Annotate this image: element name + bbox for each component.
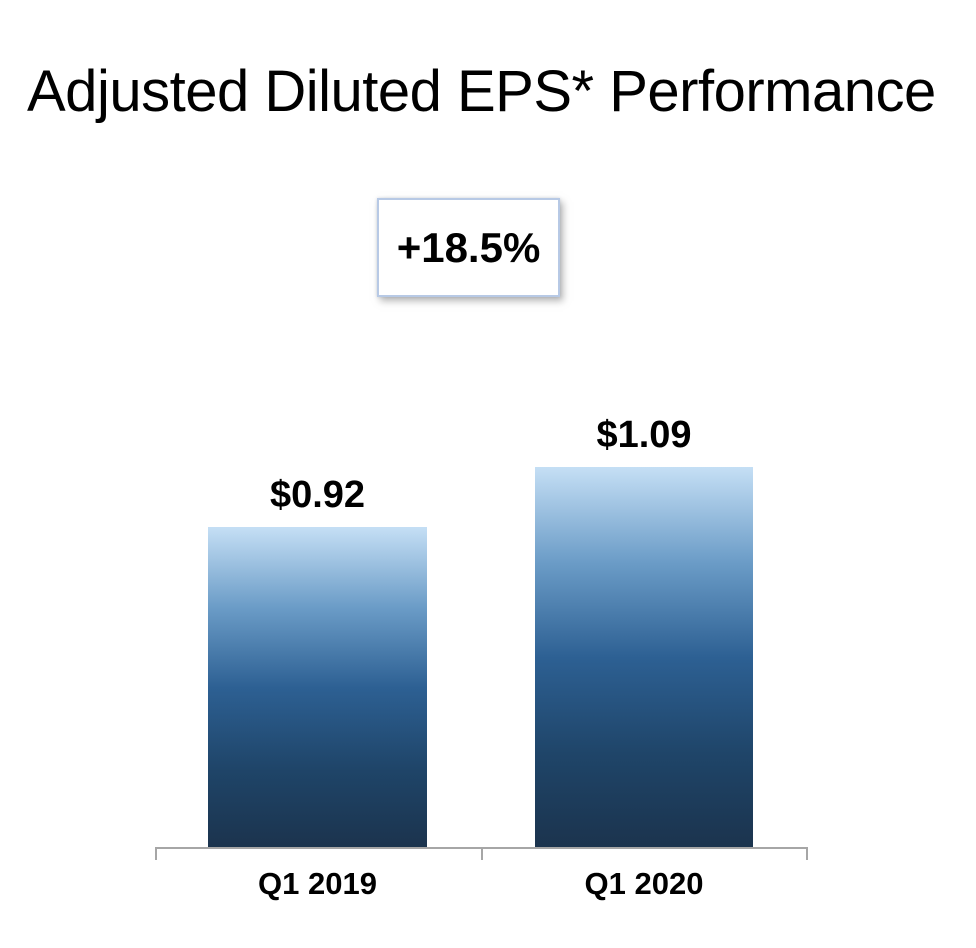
category-label-q1-2019: Q1 2019: [258, 866, 377, 901]
bar-group-q1-2020: $1.09: [535, 414, 753, 849]
bar-q1-2019: [208, 527, 427, 849]
bar-group-q1-2019: $0.92: [208, 474, 427, 849]
x-axis-tick-left: [155, 847, 157, 860]
value-label-q1-2020: $1.09: [596, 414, 692, 456]
x-axis-tick-right: [806, 847, 808, 860]
chart-title: Adjusted Diluted EPS* Performance: [27, 59, 936, 124]
category-label-q1-2020: Q1 2020: [584, 866, 704, 901]
growth-callout-box: +18.5%: [377, 198, 560, 297]
value-label-q1-2019: $0.92: [269, 474, 366, 516]
x-axis-tick-middle: [481, 847, 483, 860]
bar-q1-2020: [535, 467, 753, 849]
growth-percentage-label: +18.5%: [396, 223, 541, 271]
